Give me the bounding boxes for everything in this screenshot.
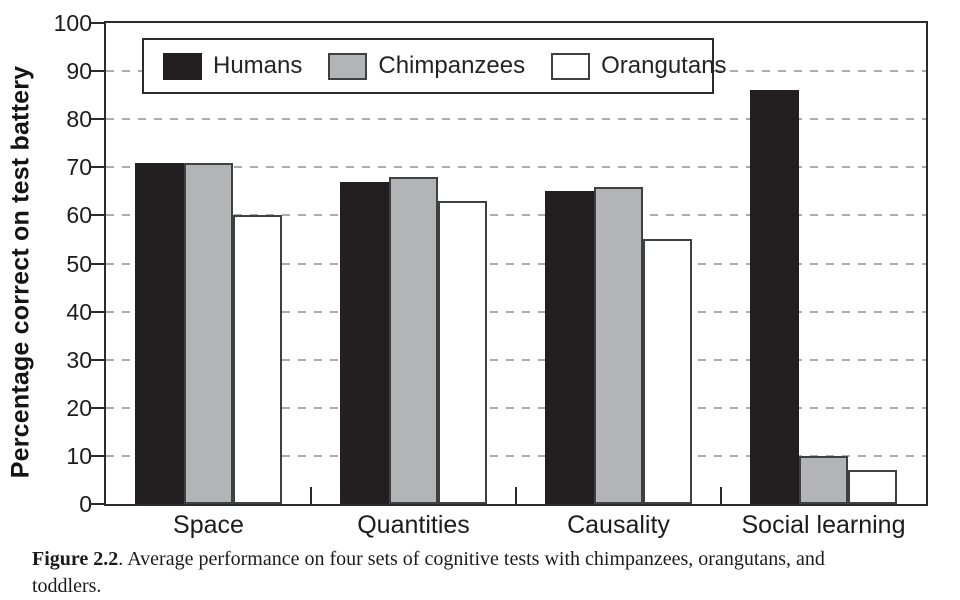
bar-chimpanzees-causality bbox=[594, 186, 643, 504]
caption-text-line1: . Average performance on four sets of co… bbox=[118, 548, 825, 570]
y-axis-tick bbox=[90, 262, 104, 265]
legend-item-chimpanzees: Chimpanzees bbox=[328, 52, 525, 80]
bar-chimpanzees-social-learning bbox=[799, 455, 848, 504]
y-tick-label: 60 bbox=[66, 202, 92, 229]
bar-group-social-learning bbox=[721, 23, 926, 504]
caption-text-line2: toddlers. bbox=[32, 575, 102, 597]
y-axis-tick bbox=[90, 310, 104, 313]
figure-caption: Figure 2.2. Average performance on four … bbox=[32, 546, 937, 600]
y-axis-tick bbox=[90, 22, 104, 24]
y-axis-tick bbox=[90, 118, 104, 121]
y-axis-tick bbox=[90, 406, 104, 409]
bar-humans-quantities bbox=[340, 181, 389, 504]
gridline-30 bbox=[106, 358, 926, 361]
caption-figure-label: Figure 2.2 bbox=[32, 548, 119, 570]
gridline-70 bbox=[106, 166, 926, 169]
y-axis-tick bbox=[90, 454, 104, 457]
gridline-10 bbox=[106, 454, 926, 457]
gridline-50 bbox=[106, 262, 926, 265]
legend-swatch-humans bbox=[163, 52, 202, 80]
x-category-label-social-learning: Social learning bbox=[741, 511, 906, 539]
y-tick-label: 50 bbox=[66, 250, 92, 277]
y-axis-tick bbox=[90, 503, 104, 505]
bar-humans-social-learning bbox=[750, 90, 799, 504]
bar-humans-space bbox=[135, 162, 184, 504]
legend-label-orangutans: Orangutans bbox=[601, 52, 727, 79]
y-axis-tick bbox=[90, 358, 104, 361]
x-axis-labels: Space Quantities Causality Social learning bbox=[106, 511, 926, 545]
legend: Humans Chimpanzees Orangutans bbox=[142, 38, 727, 94]
y-axis-tick bbox=[90, 214, 104, 217]
y-tick-label: 100 bbox=[53, 10, 92, 36]
legend-item-orangutans: Orangutans bbox=[551, 52, 727, 80]
gridline-60 bbox=[106, 214, 926, 217]
gridline-20 bbox=[106, 406, 926, 409]
x-category-label-causality: Causality bbox=[567, 511, 670, 539]
legend-label-chimpanzees: Chimpanzees bbox=[378, 52, 526, 79]
y-tick-label: 40 bbox=[66, 298, 92, 325]
y-tick-label: 90 bbox=[66, 58, 92, 85]
x-axis-separator-tick bbox=[720, 487, 722, 504]
bar-group-quantities bbox=[311, 23, 516, 504]
y-tick-label: 10 bbox=[66, 442, 92, 469]
bar-group-space bbox=[106, 23, 311, 504]
bar-chimpanzees-quantities bbox=[389, 176, 438, 504]
bar-chimpanzees-space bbox=[184, 162, 233, 504]
bar-orangutans-quantities bbox=[438, 200, 487, 504]
gridline-80 bbox=[106, 118, 926, 121]
plot-area: Humans Chimpanzees Orangutans bbox=[90, 21, 928, 506]
bar-orangutans-space bbox=[233, 215, 282, 504]
legend-swatch-orangutans bbox=[551, 52, 591, 80]
y-tick-label: 30 bbox=[66, 346, 92, 373]
legend-swatch-chimpanzees bbox=[328, 52, 368, 80]
y-tick-label: 70 bbox=[66, 154, 92, 181]
bar-humans-causality bbox=[545, 191, 594, 504]
x-category-label-space: Space bbox=[173, 511, 244, 539]
legend-item-humans: Humans bbox=[163, 52, 302, 80]
y-tick-label: 0 bbox=[79, 491, 92, 517]
y-tick-label: 80 bbox=[66, 106, 92, 133]
gridline-40 bbox=[106, 310, 926, 313]
bar-orangutans-causality bbox=[643, 239, 692, 504]
y-axis-tick bbox=[90, 70, 104, 73]
x-axis-separator-tick bbox=[515, 487, 517, 504]
bar-group-causality bbox=[516, 23, 721, 504]
x-category-label-quantities: Quantities bbox=[357, 511, 470, 539]
x-axis-separator-tick bbox=[310, 487, 312, 504]
y-axis-tick bbox=[90, 166, 104, 169]
y-tick-label: 20 bbox=[66, 394, 92, 421]
bar-orangutans-social-learning bbox=[848, 470, 897, 504]
legend-label-humans: Humans bbox=[213, 52, 303, 79]
y-axis-labels: 0 10 20 30 40 50 60 70 80 90 100 bbox=[0, 10, 92, 517]
